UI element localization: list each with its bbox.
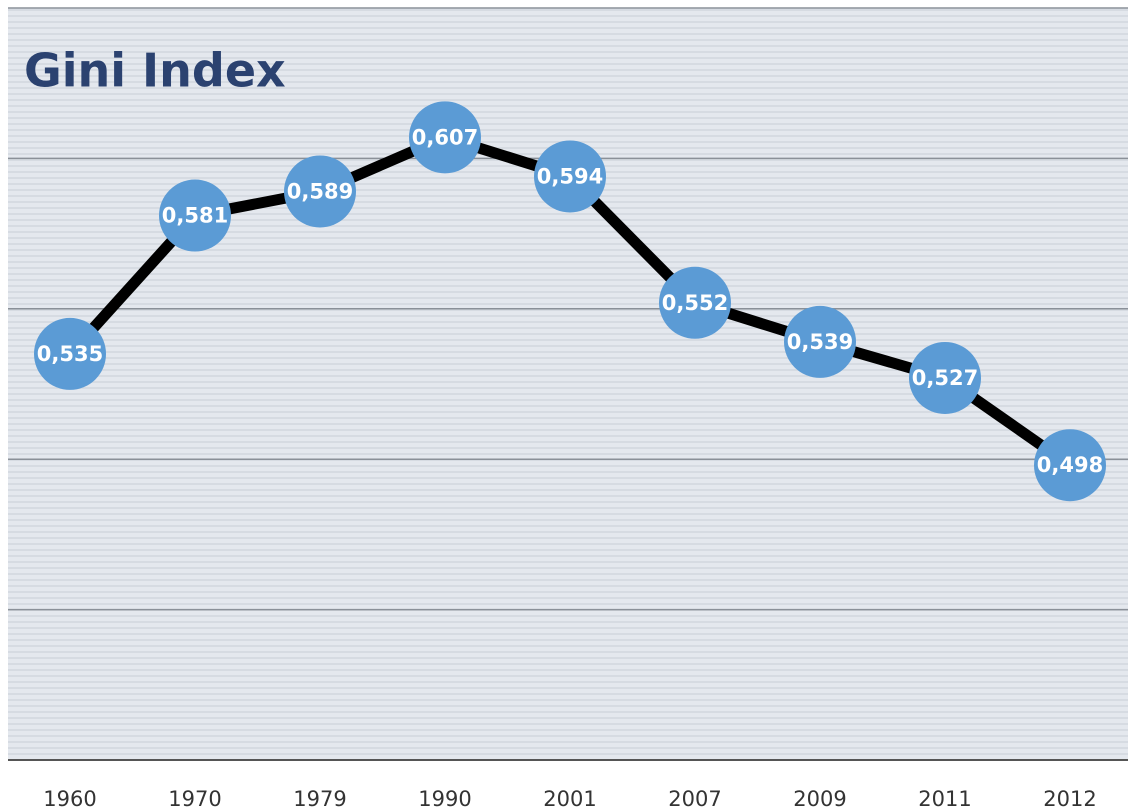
data-label: 0,552: [662, 291, 728, 315]
data-label: 0,539: [787, 330, 853, 354]
data-label: 0,535: [37, 342, 103, 366]
data-label: 0,527: [912, 366, 978, 390]
marker: [409, 101, 481, 174]
marker: [659, 266, 731, 339]
marker: [909, 341, 981, 414]
data-label: 0,607: [412, 125, 478, 149]
marker: [1034, 429, 1106, 502]
chart-title: Gini Index: [24, 44, 286, 98]
data-label: 0,594: [537, 164, 603, 188]
x-tick-label: 1979: [293, 787, 346, 811]
x-tick-label: 2012: [1043, 787, 1096, 811]
marker: [159, 179, 231, 252]
x-tick-label: 2009: [793, 787, 846, 811]
x-tick-label: 1960: [43, 787, 96, 811]
marker: [34, 317, 106, 390]
x-tick-label: 1970: [168, 787, 221, 811]
data-label: 0,498: [1037, 453, 1103, 477]
x-tick-label: 1990: [418, 787, 471, 811]
x-tick-label: 2001: [543, 787, 596, 811]
data-label: 0,589: [287, 179, 353, 203]
x-tick-label: 2007: [668, 787, 721, 811]
marker: [784, 305, 856, 378]
x-tick-label: 2011: [918, 787, 971, 811]
data-label: 0,581: [162, 204, 228, 228]
marker: [534, 140, 606, 213]
marker: [284, 155, 356, 228]
